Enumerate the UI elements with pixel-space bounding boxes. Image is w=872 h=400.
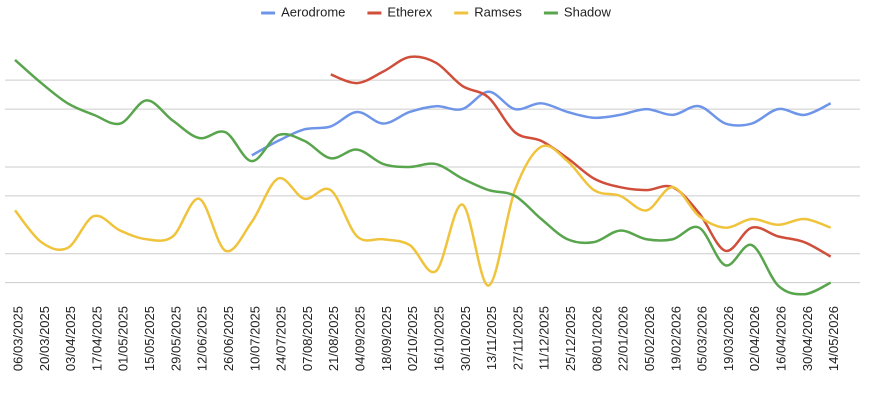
x-tick-label: 05/03/2026	[695, 306, 710, 371]
x-tick-label: 29/05/2025	[168, 306, 183, 371]
x-tick-label: 11/12/2025	[537, 306, 552, 370]
x-tick-label: 15/05/2025	[142, 306, 157, 371]
legend-label: Shadow	[564, 4, 612, 19]
x-tick-label: 04/09/2025	[353, 306, 368, 371]
x-tick-label: 16/04/2026	[774, 306, 789, 371]
x-tick-label: 20/03/2025	[37, 306, 52, 371]
x-tick-label: 08/01/2026	[589, 306, 604, 371]
x-tick-label: 27/11/2025	[510, 306, 525, 370]
series-line	[14, 58, 832, 296]
legend-label: Aerodrome	[281, 4, 345, 19]
x-tick-label: 12/06/2025	[195, 306, 210, 371]
series-line	[330, 55, 832, 258]
legend: Aerodrome Etherex Ramses Shadow	[261, 4, 612, 19]
x-tick-label: 19/02/2026	[668, 306, 683, 371]
x-tick-label: 26/06/2025	[221, 306, 236, 371]
x-tick-label: 05/02/2026	[642, 306, 657, 371]
x-tick-label: 07/08/2025	[300, 306, 315, 371]
series-line	[251, 90, 832, 157]
x-tick-label: 02/10/2025	[405, 306, 420, 371]
x-tick-label: 30/10/2025	[458, 306, 473, 371]
series-line	[14, 144, 832, 287]
x-tick-label: 01/05/2025	[116, 306, 131, 371]
x-tick-label: 19/03/2026	[721, 306, 736, 371]
x-tick-label: 30/04/2026	[800, 306, 815, 371]
x-tick-label: 21/08/2025	[326, 306, 341, 371]
x-tick-label: 16/10/2025	[431, 306, 446, 371]
x-tick-label: 06/03/2025	[10, 306, 25, 371]
x-tick-label: 17/04/2025	[89, 306, 104, 371]
x-tick-label: 25/12/2025	[563, 306, 578, 371]
x-tick-label: 14/05/2026	[826, 306, 841, 371]
x-tick-label: 03/04/2025	[63, 306, 78, 371]
legend-label: Etherex	[387, 4, 432, 19]
x-tick-label: 18/09/2025	[379, 306, 394, 371]
x-tick-label: 13/11/2025	[484, 306, 499, 370]
x-tick-label: 24/07/2025	[274, 306, 289, 371]
legend-label: Ramses	[474, 4, 522, 19]
x-tick-label: 02/04/2026	[747, 306, 762, 371]
x-tick-label: 10/07/2025	[247, 306, 262, 371]
x-tick-label: 22/01/2026	[616, 306, 631, 371]
